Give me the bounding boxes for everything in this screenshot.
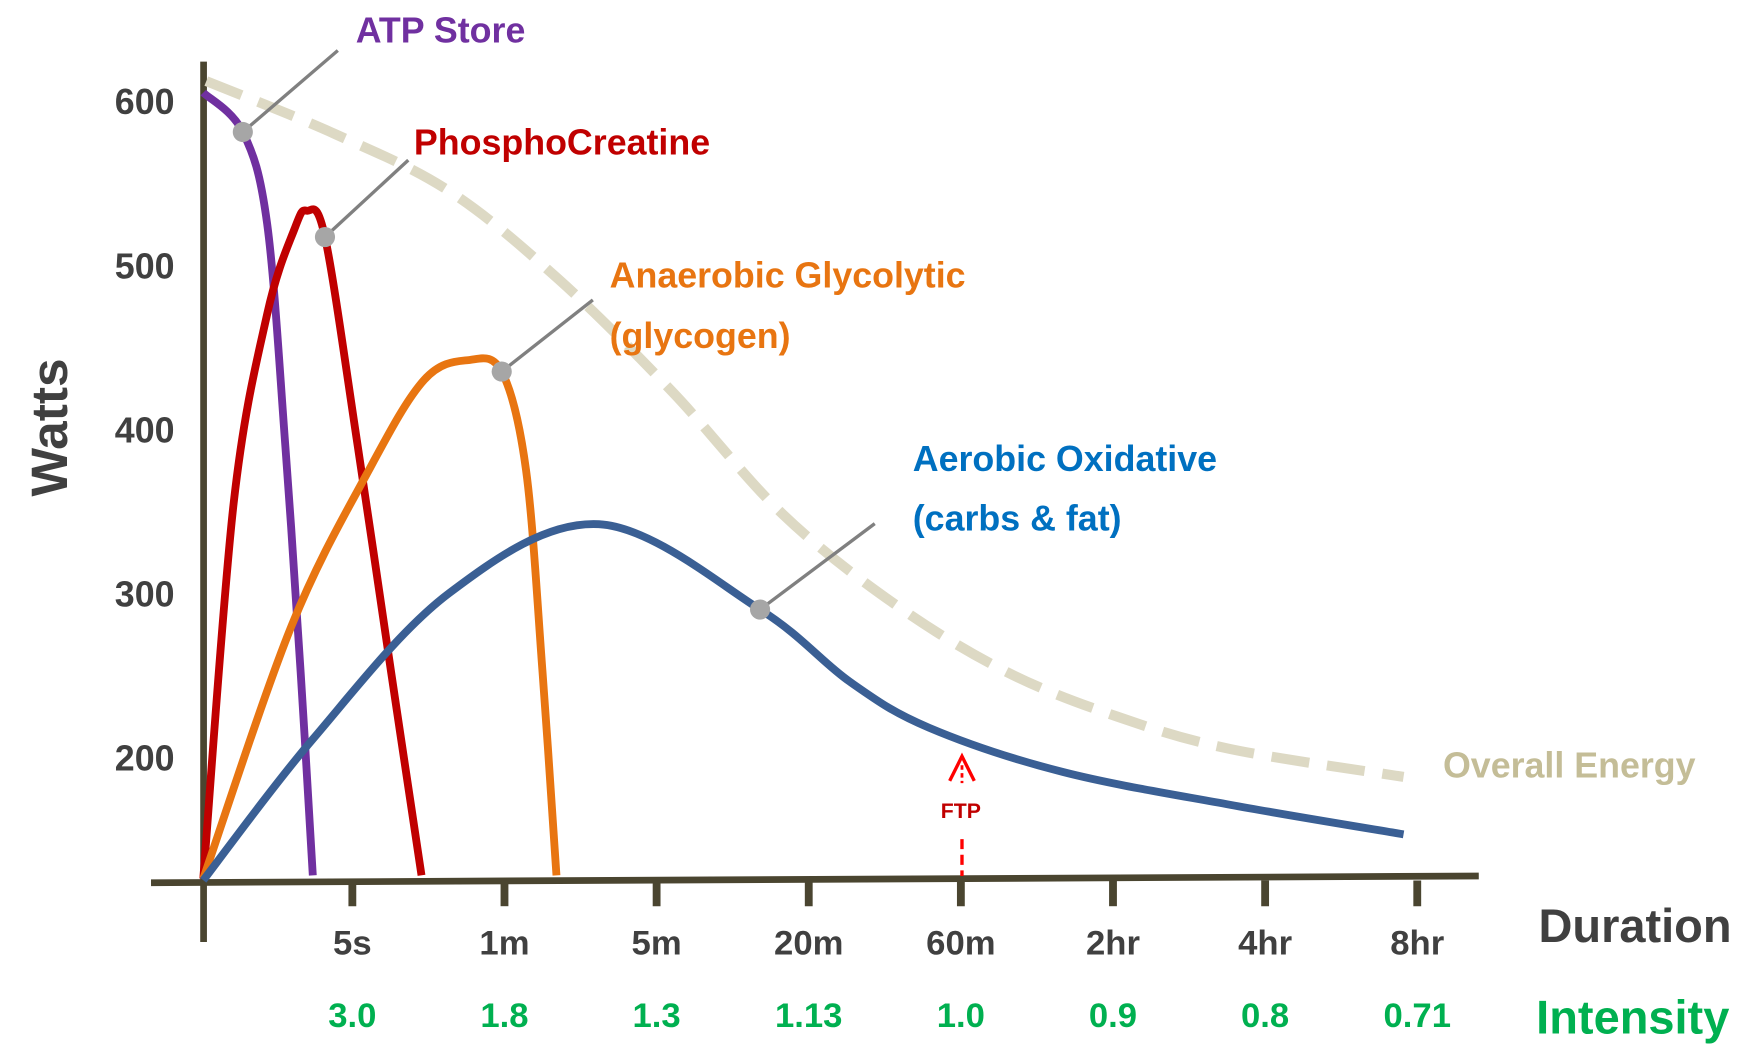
- intensity-label: 3.0: [328, 997, 376, 1035]
- intensity-label: 1.3: [633, 997, 681, 1035]
- callout-dot: [232, 121, 253, 143]
- curves: [199, 76, 1405, 883]
- intensity-label: 1.8: [480, 997, 528, 1035]
- x-tick-label: 8hr: [1390, 924, 1444, 962]
- x-axis-title: Duration: [1538, 899, 1731, 952]
- intensity-axis-title: Intensity: [1536, 991, 1729, 1044]
- callout-line: [759, 522, 876, 611]
- x-tick-label: 4hr: [1238, 924, 1292, 962]
- intensity-label: 1.0: [937, 997, 985, 1035]
- y-tick-label: 500: [115, 246, 175, 286]
- y-tick-label: 400: [115, 410, 175, 450]
- series-line-overall-energy: [204, 76, 1405, 782]
- y-tick-label: 200: [115, 739, 175, 779]
- x-axis: [150, 872, 1479, 887]
- y-tick-label: 600: [115, 82, 175, 122]
- x-tick-label: 5m: [632, 924, 682, 962]
- x-tick-label: 60m: [926, 924, 995, 962]
- series-label-anaerobic: Anaerobic Glycolytic: [610, 256, 966, 296]
- y-axis-title: Watts: [20, 358, 78, 496]
- intensity-label: 0.8: [1241, 997, 1289, 1035]
- series-label-aerobic: Aerobic Oxidative: [913, 439, 1217, 479]
- x-tick-label: 1m: [479, 924, 529, 962]
- y-tick-label: 300: [115, 575, 175, 615]
- ftp-label: FTP: [941, 799, 981, 823]
- intensity-label: 0.9: [1089, 997, 1137, 1035]
- callout-dot: [314, 226, 336, 248]
- x-tick-label: 5s: [333, 924, 372, 962]
- series-line-anaerobic-glycolytic-glycogen: [199, 354, 561, 880]
- intensity-label: 0.71: [1384, 997, 1451, 1035]
- series-line-phosphocreatine: [199, 205, 426, 879]
- labels: ATP Store PhosphoCreatine Anaerobic Glycol…: [232, 11, 1696, 876]
- x-tick-label: 2hr: [1086, 924, 1140, 962]
- series-label-phosphocreatine: PhosphoCreatine: [414, 123, 710, 163]
- callout-line: [323, 158, 410, 239]
- callout-line: [241, 49, 339, 134]
- callout-dot: [491, 361, 512, 382]
- intensity-label: 1.13: [775, 997, 842, 1035]
- callout-line: [500, 298, 594, 373]
- series-label-atp-store: ATP Store: [356, 11, 526, 51]
- x-tick-label: 20m: [774, 924, 843, 962]
- series-line-aerobic-oxidative-carbs-fat: [200, 520, 1405, 883]
- series-label-overall-energy: Overall Energy: [1443, 746, 1696, 786]
- ftp-arrow-icon: [948, 752, 976, 782]
- series-label-aerobic-sub: (carbs & fat): [913, 498, 1122, 538]
- series-label-anaerobic-sub: (glycogen): [610, 316, 791, 356]
- callout-dot: [749, 599, 771, 620]
- axes: 200 300 400 500 600 5s 3.0 1m 1.8 5m 1.3 20m 1.13 60m…: [20, 61, 1732, 1044]
